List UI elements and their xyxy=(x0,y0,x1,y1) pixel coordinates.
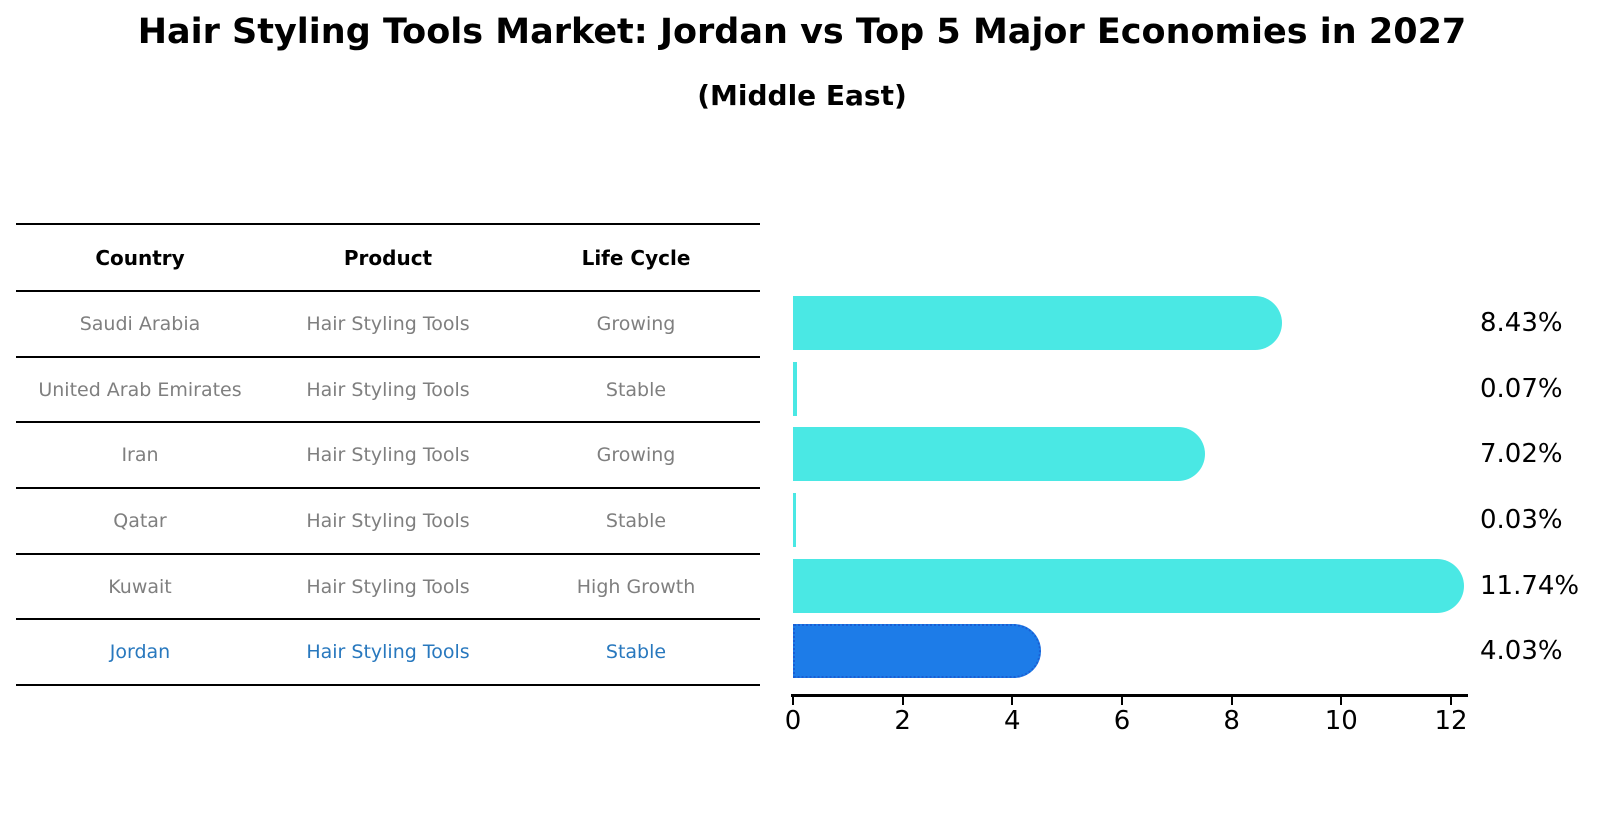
value-label-saudi-arabia: 8.43% xyxy=(1480,307,1563,338)
product-cell: Hair Styling Tools xyxy=(306,575,470,598)
country-cell: Saudi Arabia xyxy=(79,312,201,335)
country-cell: United Arab Emirates xyxy=(38,378,242,401)
x-axis-tick xyxy=(1230,696,1233,705)
x-axis-tick-label: 4 xyxy=(1004,706,1021,736)
country-cell: Qatar xyxy=(113,509,167,532)
x-axis-tick-label: 0 xyxy=(784,706,802,736)
x-axis-tick-label: 8 xyxy=(1223,706,1240,736)
value-label-kuwait: 11.74% xyxy=(1480,570,1580,601)
lifecycle-cell: Growing xyxy=(596,312,676,335)
table-row-iran: Iran Hair Styling Tools Growing xyxy=(16,423,760,490)
table-row-jordan: Jordan Hair Styling Tools Stable xyxy=(16,620,760,687)
x-axis-line xyxy=(791,694,1468,697)
product-cell: Hair Styling Tools xyxy=(306,509,470,532)
country-cell: Kuwait xyxy=(108,575,172,598)
product-cell: Hair Styling Tools xyxy=(306,444,470,467)
x-axis-tick-label: 12 xyxy=(1434,706,1468,736)
x-axis-tick-label: 10 xyxy=(1324,706,1358,736)
chart-title: Hair Styling Tools Market: Jordan vs Top… xyxy=(137,12,1467,52)
table-row-kuwait: Kuwait Hair Styling Tools High Growth xyxy=(16,555,760,621)
market-table: Country Product Life Cycle Saudi Arabia … xyxy=(16,223,760,687)
product-cell: Hair Styling Tools xyxy=(306,312,470,335)
value-label-united-arab-emirates: 0.07% xyxy=(1480,373,1563,404)
product-cell: Hair Styling Tools xyxy=(306,641,470,664)
header-cell-country: Country xyxy=(95,245,185,270)
lifecycle-cell: Growing xyxy=(596,444,676,467)
bar-united-arab-emirates xyxy=(793,361,797,416)
table-header-row: Country Product Life Cycle xyxy=(16,225,760,292)
x-axis-tick xyxy=(1450,696,1452,705)
bar-qatar xyxy=(793,492,796,547)
lifecycle-cell: High Growth xyxy=(576,575,696,598)
bar-kuwait xyxy=(793,558,1464,613)
country-cell: Iran xyxy=(121,444,159,467)
x-axis-tick xyxy=(1121,696,1123,705)
lifecycle-cell: Stable xyxy=(605,509,667,532)
product-cell: Hair Styling Tools xyxy=(306,378,470,401)
x-axis-tick-label: 2 xyxy=(894,706,911,736)
header-cell-life-cycle: Life Cycle xyxy=(581,245,691,270)
x-axis-tick xyxy=(792,696,794,705)
value-label-jordan: 4.03% xyxy=(1480,636,1563,667)
table-row-qatar: Qatar Hair Styling Tools Stable xyxy=(16,489,760,555)
x-axis: 0 2 4 6 8 10 12 xyxy=(785,696,1493,756)
chart-subtitle: (Middle East) xyxy=(697,79,907,112)
x-axis-tick-label: 6 xyxy=(1113,706,1131,736)
x-axis-tick xyxy=(901,696,904,705)
x-axis-tick xyxy=(1340,696,1343,705)
value-label-qatar: 0.03% xyxy=(1480,504,1563,535)
value-label-iran: 7.02% xyxy=(1480,439,1563,470)
table-row-saudi-arabia: Saudi Arabia Hair Styling Tools Growing xyxy=(16,292,760,358)
lifecycle-cell: Stable xyxy=(605,641,667,664)
bar-iran xyxy=(793,427,1205,482)
country-cell: Jordan xyxy=(109,641,171,664)
header-cell-product: Product xyxy=(343,245,433,270)
x-axis-tick xyxy=(1011,696,1014,705)
bar-jordan-highlighted xyxy=(793,624,1041,679)
bar-saudi-arabia xyxy=(793,295,1283,350)
lifecycle-cell: Stable xyxy=(605,378,667,401)
table-row-united-arab-emirates: United Arab Emirates Hair Styling Tools … xyxy=(16,358,760,424)
